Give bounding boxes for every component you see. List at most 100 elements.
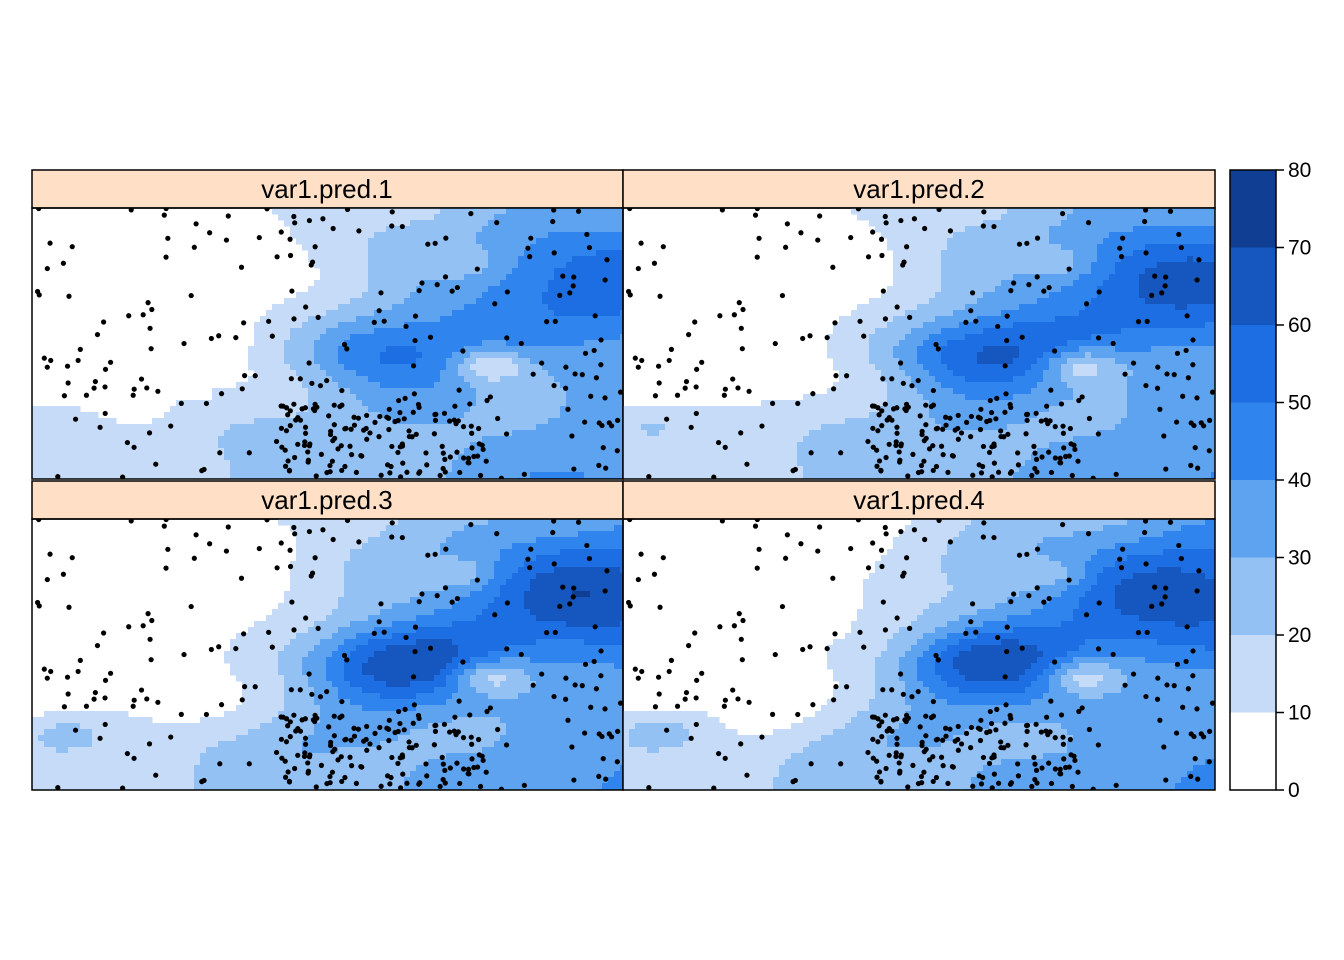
sample-point <box>302 735 309 741</box>
sample-point <box>614 759 620 765</box>
sample-point <box>930 698 936 705</box>
surface-cell <box>953 663 1032 670</box>
surface-cell <box>1157 262 1215 269</box>
surface-cell <box>524 669 623 676</box>
surface-cell <box>458 651 489 658</box>
surface-cell <box>308 406 369 413</box>
sample-point <box>306 360 312 366</box>
surface-cell <box>488 603 525 610</box>
surface-cell <box>1055 657 1074 664</box>
sample-point <box>295 441 301 447</box>
surface-cell <box>476 687 531 694</box>
sample-point <box>1015 761 1021 767</box>
surface-cell <box>290 573 345 580</box>
surface-cell <box>368 238 477 245</box>
sample-point <box>410 409 416 415</box>
surface-cell <box>923 681 948 688</box>
sample-point <box>344 519 351 524</box>
surface-cell <box>875 561 942 568</box>
sample-point <box>283 716 290 722</box>
surface-cell <box>452 460 623 467</box>
surface-cell <box>524 597 623 604</box>
sample-point <box>415 401 422 408</box>
sample-point <box>600 756 606 762</box>
surface-cell <box>851 310 906 317</box>
surface-cell <box>917 358 942 365</box>
panel-title: var1.pred.2 <box>853 174 985 204</box>
surface-cell <box>983 328 1122 335</box>
surface-cell <box>242 681 285 688</box>
surface-cell <box>338 603 393 610</box>
surface-cell <box>971 777 1182 784</box>
surface-cell <box>1037 675 1050 682</box>
sample-point <box>1144 318 1150 324</box>
sample-point <box>882 627 889 633</box>
surface-cell <box>875 567 942 574</box>
surface-cell <box>242 699 285 706</box>
surface-cell <box>200 759 429 766</box>
surface-cell <box>512 358 531 365</box>
surface-cell <box>629 735 690 742</box>
sample-point <box>722 697 728 703</box>
sample-point <box>498 786 505 790</box>
sample-point <box>427 334 434 340</box>
sample-point <box>870 229 876 235</box>
sample-point <box>1003 391 1009 397</box>
surface-cell <box>446 681 459 688</box>
sample-point <box>423 761 429 767</box>
sample-point <box>656 691 662 697</box>
sample-point <box>41 666 47 672</box>
sample-point <box>1190 673 1196 679</box>
sample-point <box>759 734 765 740</box>
sample-point <box>348 737 354 743</box>
sample-point <box>682 696 688 702</box>
surface-cell <box>1049 238 1104 245</box>
surface-cell <box>344 567 477 574</box>
sample-point <box>402 395 408 401</box>
surface-cell <box>326 669 345 676</box>
surface-cell <box>32 454 225 461</box>
sample-point <box>36 603 42 609</box>
surface-cell <box>1139 274 1215 281</box>
sample-point <box>980 223 986 229</box>
sample-point <box>975 725 982 731</box>
colorkey-band <box>1230 402 1276 480</box>
surface-cell <box>941 358 978 365</box>
panel-var1-pred-4: var1.pred.4 <box>622 480 1216 791</box>
sample-point <box>457 469 463 476</box>
surface-cell <box>314 621 351 628</box>
surface-cell <box>1193 256 1215 263</box>
sample-point <box>299 717 305 723</box>
sample-point <box>392 418 398 425</box>
sample-point <box>1008 599 1014 605</box>
surface-cell <box>887 394 924 401</box>
strip-background <box>31 169 624 209</box>
sample-point <box>603 776 609 782</box>
sample-point <box>592 624 598 630</box>
surface-cell <box>929 334 966 341</box>
surface-cell <box>434 675 447 682</box>
surface-cell <box>542 292 623 299</box>
sample-point <box>759 423 765 429</box>
surface-cell <box>386 645 459 652</box>
surface-cell <box>1127 519 1206 526</box>
surface-cell <box>1007 208 1074 215</box>
surface-cell <box>464 448 623 455</box>
sample-point <box>1007 712 1013 719</box>
sample-point <box>355 726 362 732</box>
sample-point <box>1019 334 1025 340</box>
surface-cell <box>32 741 45 748</box>
sample-point <box>917 724 923 730</box>
surface-cell <box>1079 597 1116 604</box>
surface-cell <box>1073 531 1164 538</box>
surface-cell <box>953 537 1044 544</box>
surface-cell <box>1049 555 1092 562</box>
surface-cell <box>869 412 930 419</box>
sample-point <box>955 412 961 419</box>
surface-cell <box>929 645 948 652</box>
sample-point <box>324 780 330 787</box>
surface-cell <box>356 394 477 401</box>
sample-point <box>889 417 895 423</box>
sample-point <box>993 727 999 733</box>
sample-point <box>44 576 50 583</box>
